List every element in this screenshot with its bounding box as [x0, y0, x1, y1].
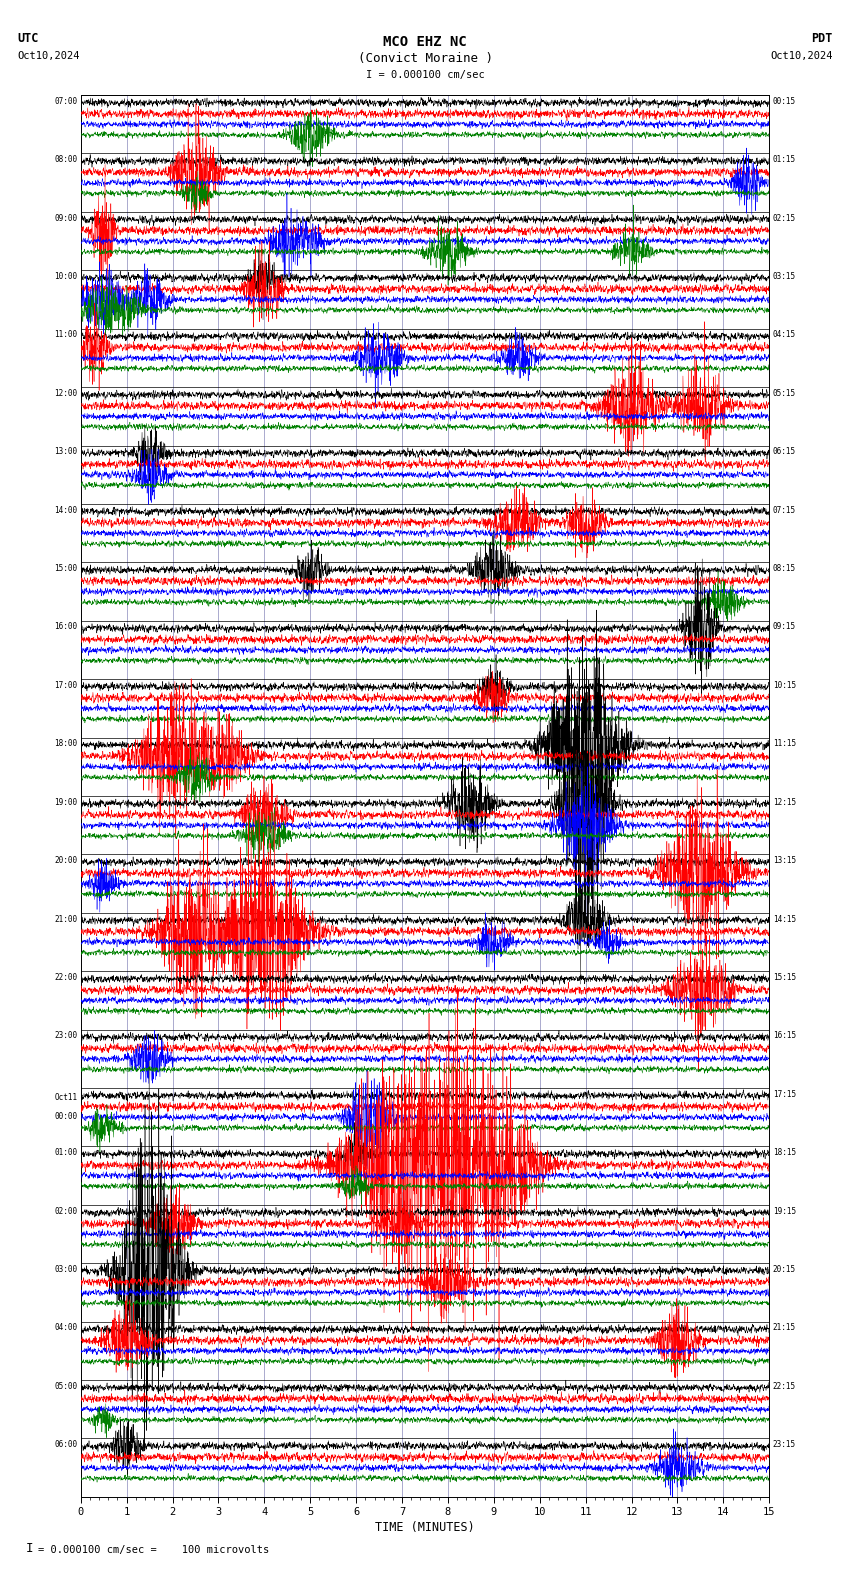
- Text: 05:00: 05:00: [54, 1381, 77, 1391]
- Text: 21:00: 21:00: [54, 914, 77, 923]
- Text: 01:15: 01:15: [773, 155, 796, 165]
- Text: 03:00: 03:00: [54, 1266, 77, 1274]
- Text: 07:15: 07:15: [773, 505, 796, 515]
- Text: I = 0.000100 cm/sec: I = 0.000100 cm/sec: [366, 70, 484, 79]
- Text: I: I: [26, 1543, 33, 1555]
- Text: 14:00: 14:00: [54, 505, 77, 515]
- Text: 05:15: 05:15: [773, 388, 796, 398]
- Text: 04:00: 04:00: [54, 1323, 77, 1332]
- X-axis label: TIME (MINUTES): TIME (MINUTES): [375, 1522, 475, 1535]
- Text: Oct10,2024: Oct10,2024: [17, 51, 80, 60]
- Text: MCO EHZ NC: MCO EHZ NC: [383, 35, 467, 49]
- Text: 22:00: 22:00: [54, 973, 77, 982]
- Text: 06:00: 06:00: [54, 1440, 77, 1449]
- Text: 19:15: 19:15: [773, 1207, 796, 1215]
- Text: 14:15: 14:15: [773, 914, 796, 923]
- Text: 12:15: 12:15: [773, 798, 796, 806]
- Text: 04:15: 04:15: [773, 331, 796, 339]
- Text: 20:00: 20:00: [54, 855, 77, 865]
- Text: 07:00: 07:00: [54, 97, 77, 106]
- Text: UTC: UTC: [17, 32, 38, 44]
- Text: 00:00: 00:00: [54, 1112, 77, 1121]
- Text: 22:15: 22:15: [773, 1381, 796, 1391]
- Text: 00:15: 00:15: [773, 97, 796, 106]
- Text: 12:00: 12:00: [54, 388, 77, 398]
- Text: 08:00: 08:00: [54, 155, 77, 165]
- Text: 15:00: 15:00: [54, 564, 77, 573]
- Text: 23:00: 23:00: [54, 1031, 77, 1041]
- Text: 16:00: 16:00: [54, 623, 77, 632]
- Text: 17:15: 17:15: [773, 1090, 796, 1099]
- Text: 18:15: 18:15: [773, 1148, 796, 1158]
- Text: 19:00: 19:00: [54, 798, 77, 806]
- Text: Oct11: Oct11: [54, 1093, 77, 1102]
- Text: 06:15: 06:15: [773, 447, 796, 456]
- Text: 17:00: 17:00: [54, 681, 77, 691]
- Text: PDT: PDT: [812, 32, 833, 44]
- Text: 10:00: 10:00: [54, 272, 77, 280]
- Text: 11:00: 11:00: [54, 331, 77, 339]
- Text: Oct10,2024: Oct10,2024: [770, 51, 833, 60]
- Text: 11:15: 11:15: [773, 740, 796, 748]
- Text: 08:15: 08:15: [773, 564, 796, 573]
- Text: 01:00: 01:00: [54, 1148, 77, 1158]
- Text: 09:00: 09:00: [54, 214, 77, 223]
- Text: 13:00: 13:00: [54, 447, 77, 456]
- Text: 21:15: 21:15: [773, 1323, 796, 1332]
- Text: 13:15: 13:15: [773, 855, 796, 865]
- Text: 03:15: 03:15: [773, 272, 796, 280]
- Text: 20:15: 20:15: [773, 1266, 796, 1274]
- Text: (Convict Moraine ): (Convict Moraine ): [358, 52, 492, 65]
- Text: 09:15: 09:15: [773, 623, 796, 632]
- Text: 02:00: 02:00: [54, 1207, 77, 1215]
- Text: 16:15: 16:15: [773, 1031, 796, 1041]
- Text: 10:15: 10:15: [773, 681, 796, 691]
- Text: 15:15: 15:15: [773, 973, 796, 982]
- Text: 23:15: 23:15: [773, 1440, 796, 1449]
- Text: 02:15: 02:15: [773, 214, 796, 223]
- Text: = 0.000100 cm/sec =    100 microvolts: = 0.000100 cm/sec = 100 microvolts: [38, 1546, 269, 1555]
- Text: 18:00: 18:00: [54, 740, 77, 748]
